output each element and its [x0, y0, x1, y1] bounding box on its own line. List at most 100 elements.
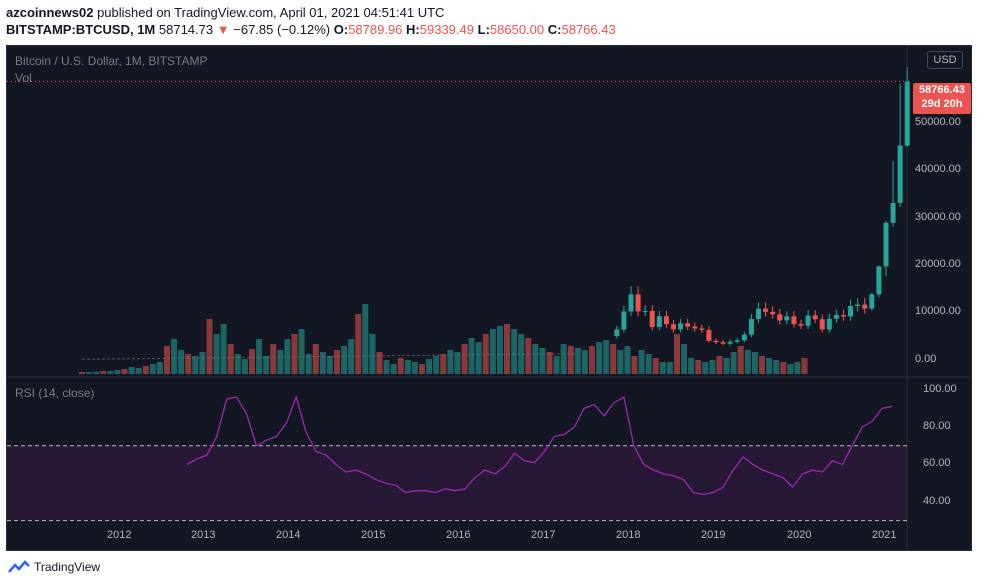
volume-bar: [419, 364, 425, 374]
volume-bar: [518, 334, 525, 374]
price-candle: [756, 308, 761, 320]
price-candle: [812, 315, 818, 320]
tradingview-logo-icon: [8, 560, 30, 573]
volume-bar: [277, 350, 284, 374]
high-value: 59339.49: [419, 22, 474, 37]
volume-bar: [496, 326, 503, 374]
volume-bar: [220, 324, 227, 374]
volume-bar: [171, 339, 178, 374]
price-candle: [883, 222, 889, 267]
volume-bar: [192, 356, 199, 374]
low-label: L:: [477, 22, 490, 37]
volume-bar: [305, 354, 312, 374]
volume-bar: [355, 314, 362, 374]
volume-bar: [164, 346, 170, 374]
price-candle: [741, 334, 747, 341]
volume-bar: [546, 352, 553, 374]
price-candle: [897, 145, 903, 203]
volume-bar: [341, 346, 348, 374]
price-candle: [777, 314, 783, 321]
volume-bar: [751, 352, 758, 374]
chart-title: Bitcoin / U.S. Dollar, 1M, BITSTAMP: [15, 54, 208, 68]
publish-info: azcoinnews02 published on TradingView.co…: [6, 5, 444, 20]
volume-bar: [185, 354, 192, 374]
volume-bar: [489, 329, 496, 374]
volume-bar: [156, 362, 163, 374]
year-tick-label: 2016: [446, 529, 471, 541]
volume-bar: [744, 350, 751, 374]
volume-bar: [213, 334, 220, 374]
volume-bar: [447, 350, 454, 374]
volume-bar: [624, 346, 631, 374]
volume-bar: [532, 344, 539, 374]
change-value: −67.85 (−0.12%): [233, 22, 331, 37]
volume-bar: [567, 346, 574, 374]
price-candle: [656, 316, 662, 328]
volume-bar: [312, 344, 319, 374]
price-candle: [784, 316, 790, 321]
price-candle: [635, 294, 641, 312]
year-tick-label: 2018: [616, 529, 641, 541]
change-arrow-icon: ▼: [216, 22, 230, 37]
volume-bar: [702, 362, 709, 374]
last-price: 58714.73: [158, 22, 214, 37]
open-label: O:: [333, 22, 349, 37]
volume-bar: [227, 344, 234, 374]
volume-bar: [688, 358, 695, 374]
volume-bar: [348, 339, 355, 374]
volume-bar: [79, 372, 85, 374]
volume-bar: [93, 372, 100, 374]
volume-bar: [574, 348, 581, 374]
volume-bar: [759, 356, 765, 374]
price-candle: [833, 315, 839, 319]
price-candle: [798, 324, 804, 326]
price-candle: [663, 316, 669, 325]
volume-bar: [454, 352, 461, 374]
volume-bar: [780, 362, 787, 374]
volume-bar: [475, 342, 482, 374]
volume-bar: [241, 359, 248, 374]
volume-bar: [86, 372, 93, 374]
rsi-label: RSI (14, close): [15, 386, 95, 400]
price-candle: [791, 316, 797, 325]
volume-bar: [723, 358, 730, 374]
volume-bar: [645, 354, 652, 374]
volume-bar: [666, 362, 673, 374]
volume-bar: [234, 354, 241, 374]
price-candle: [678, 323, 684, 330]
volume-bar: [709, 360, 716, 374]
volume-bar: [596, 342, 603, 374]
price-candle: [706, 329, 712, 341]
footer-text: TradingView: [34, 560, 101, 574]
price-candle: [720, 342, 726, 344]
volume-bar: [539, 348, 546, 374]
volume-bar: [560, 344, 567, 374]
price-tick-label: 10000.00: [915, 305, 961, 318]
price-candle: [642, 310, 648, 312]
price-candle: [727, 341, 733, 344]
price-candle: [805, 315, 811, 326]
open-value: 58789.96: [348, 22, 403, 37]
last-price-tag: 58766.43 29d 20h: [913, 83, 971, 114]
author-name[interactable]: azcoinnews02: [6, 5, 94, 20]
year-tick-label: 2020: [787, 529, 812, 541]
volume-bar: [766, 358, 773, 374]
volume-bar: [404, 360, 411, 374]
price-tag-value: 58766.43: [919, 84, 965, 96]
volume-bar: [284, 339, 291, 374]
volume-bar: [376, 352, 383, 374]
volume-bar: [525, 338, 532, 374]
price-candle: [734, 340, 740, 342]
price-candle: [876, 266, 882, 295]
year-tick-label: 2019: [701, 529, 726, 541]
chart-canvas[interactable]: [7, 46, 972, 551]
price-tick-label: 40000.00: [915, 163, 961, 176]
volume-label: Vol: [15, 71, 32, 85]
footer-brand[interactable]: TradingView: [8, 560, 100, 574]
volume-bar: [178, 350, 185, 374]
volume-bar: [659, 362, 666, 374]
currency-button[interactable]: USD: [927, 51, 963, 69]
close-value: 58766.43: [561, 22, 616, 37]
volume-bar: [440, 354, 447, 374]
chart-panel[interactable]: Bitcoin / U.S. Dollar, 1M, BITSTAMP Vol …: [6, 45, 972, 551]
